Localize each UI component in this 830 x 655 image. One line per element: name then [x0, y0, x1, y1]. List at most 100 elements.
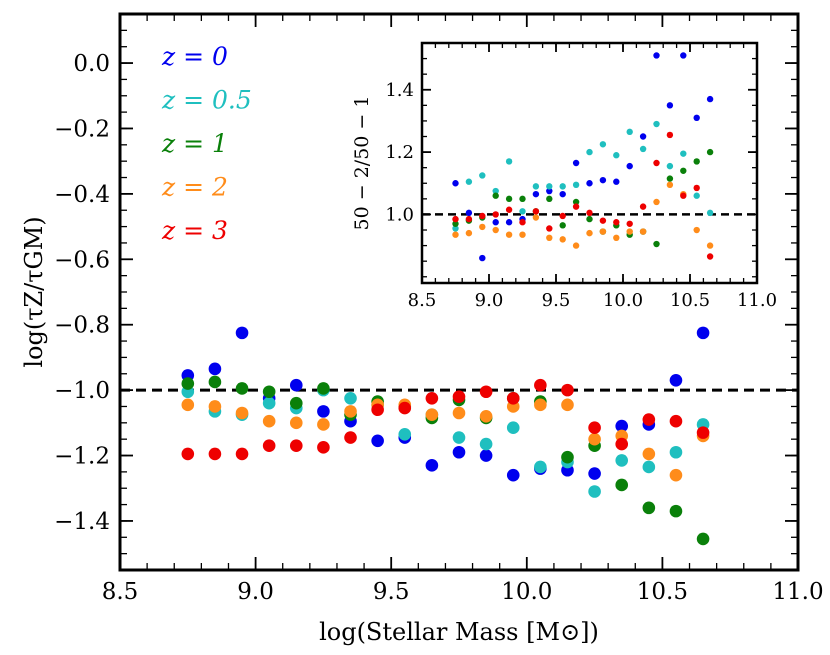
inset-point-series-0: [706, 95, 714, 103]
main-y-tick-label: −0.6: [54, 247, 110, 273]
inset-point-series-4: [626, 220, 633, 227]
main-point-series-4: [615, 437, 629, 451]
inset-point-series-1: [626, 128, 633, 136]
inset-point-series-2: [572, 198, 580, 206]
main-point-series-4: [235, 447, 249, 461]
main-point-series-0: [669, 374, 683, 387]
inset-point-series-3: [519, 231, 526, 238]
inset-point-series-3: [653, 198, 660, 206]
inset-point-series-1: [639, 145, 647, 153]
main-point-series-2: [235, 382, 249, 395]
inset-point-series-4: [465, 215, 473, 223]
main-point-series-4: [262, 439, 276, 453]
inset-point-series-0: [505, 219, 513, 226]
inset-point-series-4: [613, 219, 620, 226]
inset-point-series-3: [693, 226, 700, 234]
main-point-series-3: [235, 406, 249, 420]
main-y-tick-label: −1.2: [54, 444, 110, 470]
inset-point-series-0: [653, 52, 660, 59]
legend: z = 0 z = 0.5 z = 1 z = 2 z = 3: [161, 42, 252, 245]
main-point-series-3: [479, 409, 493, 423]
main-point-series-3: [588, 432, 601, 446]
inset-x-tick-label: 10.5: [670, 290, 710, 311]
inset-point-series-1: [613, 152, 620, 159]
inset-point-series-4: [586, 209, 593, 217]
inset-point-series-4: [680, 192, 687, 199]
inset-point-series-0: [532, 190, 540, 198]
inset-point-series-2: [653, 240, 660, 248]
inset-point-series-1: [680, 150, 687, 157]
inset-point-series-3: [465, 229, 473, 237]
inset-y-tick-label: 1.4: [385, 80, 414, 101]
inset-point-series-0: [559, 190, 566, 198]
main-point-series-2: [289, 396, 303, 410]
inset-y-axis-label: 50 − 2/50 − 1: [351, 96, 373, 231]
inset-y-tick-label: 1.2: [385, 142, 414, 163]
main-point-series-1: [669, 445, 683, 459]
main-point-series-4: [561, 383, 574, 397]
main-point-series-1: [398, 427, 412, 441]
inset-point-series-4: [492, 211, 499, 218]
inset-x-tick-label: 11.0: [737, 290, 777, 311]
main-point-series-0: [615, 419, 629, 433]
main-point-series-3: [452, 406, 466, 420]
inset-point-series-3: [479, 223, 486, 231]
inset-point-series-4: [572, 203, 580, 210]
main-x-tick-label: 8.5: [102, 579, 139, 605]
main-point-series-3: [208, 400, 222, 413]
inset-point-series-4: [666, 131, 674, 139]
inset-point-series-1: [532, 183, 540, 190]
inset-point-series-3: [613, 234, 620, 242]
x-axis-label: log(Stellar Mass [M⊙]): [319, 618, 599, 646]
main-point-series-3: [642, 447, 656, 461]
inset-data-points: [420, 41, 759, 285]
main-y-tick-label: −1.4: [54, 509, 110, 535]
inset-point-series-2: [519, 195, 526, 203]
inset-point-series-4: [546, 225, 553, 232]
main-x-tick-label: 9.0: [237, 579, 274, 605]
inset-point-series-0: [492, 219, 499, 226]
inset-point-series-0: [572, 159, 580, 167]
inset-point-series-3: [706, 242, 714, 249]
main-point-series-1: [534, 460, 547, 474]
main-point-series-3: [181, 398, 195, 412]
inset-point-series-1: [492, 187, 499, 195]
inset-point-series-3: [532, 214, 540, 221]
main-point-series-0: [289, 378, 303, 392]
inset-point-series-4: [559, 212, 566, 220]
main-point-series-4: [344, 431, 357, 444]
main-point-series-2: [262, 385, 276, 399]
main-point-series-3: [669, 468, 683, 482]
main-point-series-4: [506, 391, 520, 405]
main-y-tick-label: 0.0: [73, 51, 110, 77]
main-point-series-4: [181, 447, 195, 461]
main-point-series-2: [208, 375, 222, 389]
main-point-series-4: [669, 414, 683, 428]
inset-point-series-4: [452, 215, 459, 223]
main-point-series-4: [317, 441, 330, 454]
main-point-series-3: [561, 398, 574, 412]
inset-point-series-2: [680, 167, 687, 174]
inset-point-series-4: [519, 219, 526, 226]
legend-entry: z = 2: [161, 173, 228, 202]
y-axis-label: log(τZ/τGM): [20, 216, 48, 367]
inset-point-series-2: [452, 220, 459, 227]
main-point-series-4: [371, 403, 384, 417]
main-point-series-4: [398, 401, 412, 415]
inset-point-series-1: [505, 158, 513, 165]
main-y-tick-label: −0.4: [54, 182, 110, 208]
main-point-series-1: [588, 485, 601, 498]
inset-point-series-1: [666, 162, 674, 170]
inset-point-series-2: [693, 158, 700, 165]
inset-point-series-0: [465, 209, 473, 217]
main-point-series-3: [262, 414, 276, 428]
main-point-series-0: [208, 362, 222, 376]
main-x-tick-label: 9.5: [373, 579, 410, 605]
inset-point-series-2: [666, 175, 674, 182]
main-point-series-3: [344, 405, 357, 418]
main-point-series-0: [696, 326, 710, 340]
main-point-series-0: [371, 434, 384, 448]
inset-point-series-0: [479, 254, 486, 262]
main-point-series-4: [534, 378, 547, 392]
inset-point-series-3: [546, 234, 553, 242]
